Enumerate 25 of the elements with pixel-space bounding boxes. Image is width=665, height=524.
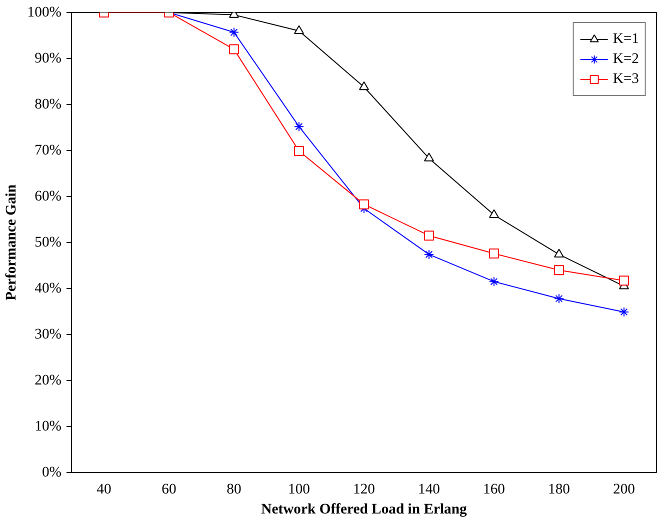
legend-label: K=2 (612, 50, 639, 68)
x-tick-label: 140 (418, 482, 440, 498)
x-tick-label: 40 (96, 482, 112, 498)
y-tick-label: 80% (34, 96, 62, 112)
x-tick-label: 120 (353, 482, 375, 498)
x-tick-label: 180 (548, 482, 570, 498)
y-tick-label: 70% (34, 142, 62, 158)
y-tick-label: 20% (34, 372, 62, 388)
y-tick-label: 100% (27, 4, 62, 20)
y-tick-label: 60% (34, 188, 62, 204)
legend-label: K=1 (612, 30, 639, 48)
x-tick-label: 80 (226, 482, 242, 498)
x-tick-label: 100 (288, 482, 310, 498)
y-tick-label: 90% (34, 50, 62, 66)
x-tick-label: 60 (162, 482, 176, 498)
x-tick-label: 160 (483, 482, 505, 498)
x-axis-title: Network Offered Load in Erlang (261, 502, 468, 518)
y-tick-label: 40% (34, 280, 62, 296)
y-tick-label: 10% (34, 418, 62, 434)
y-tick-label: 0% (42, 464, 62, 480)
legend-label: K=3 (612, 70, 639, 88)
y-tick-label: 30% (34, 326, 62, 342)
x-tick-label: 200 (613, 482, 635, 498)
y-axis-title: Performance Gain (3, 184, 20, 300)
y-tick-label: 50% (34, 234, 62, 250)
